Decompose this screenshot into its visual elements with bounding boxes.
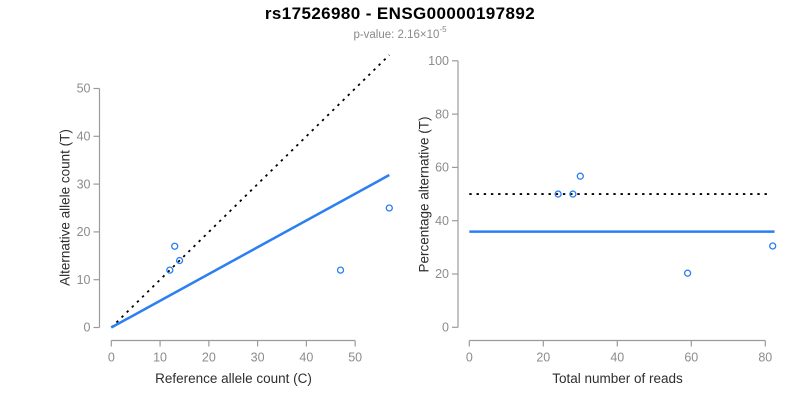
- x-tick-label: 60: [684, 351, 698, 365]
- y-tick-label: 40: [435, 214, 449, 228]
- data-point: [554, 190, 562, 198]
- right-y-axis-title: Percentage alternative (T): [416, 116, 432, 273]
- x-tick-label: 10: [153, 351, 167, 365]
- x-tick-label: 40: [610, 351, 624, 365]
- data-point: [569, 190, 577, 198]
- x-tick-label: 20: [202, 351, 216, 365]
- x-tick-label: 40: [299, 351, 313, 365]
- x-tick-label: 80: [758, 351, 772, 365]
- y-tick-label: 10: [77, 273, 91, 287]
- fit-line: [110, 173, 390, 329]
- left-x-axis-title: Reference allele count (C): [155, 371, 312, 386]
- y-tick-label: 80: [435, 107, 449, 121]
- right-x-axis-title: Total number of reads: [552, 371, 683, 386]
- chart-title: rs17526980 - ENSG00000197892: [264, 4, 536, 23]
- data-point: [769, 242, 777, 250]
- x-tick-label: 50: [348, 351, 362, 365]
- y-tick-label: 100: [428, 54, 449, 68]
- x-tick-label: 0: [108, 351, 115, 365]
- y-tick-label: 20: [77, 225, 91, 239]
- data-point: [171, 242, 179, 250]
- data-point: [683, 269, 692, 277]
- y-tick-label: 20: [435, 267, 449, 281]
- y-tick-label: 0: [442, 321, 449, 335]
- data-point: [166, 266, 174, 274]
- x-tick-label: 0: [466, 351, 473, 365]
- data-point: [175, 256, 184, 265]
- p-value-exponent: -5: [439, 25, 447, 34]
- x-tick-label: 20: [536, 351, 550, 365]
- y-tick-label: 0: [84, 321, 91, 335]
- data-point: [385, 204, 393, 212]
- p-value-subtitle: p-value: 2.16×10-5: [0, 25, 800, 41]
- y-tick-label: 50: [77, 82, 91, 96]
- x-tick-label: 30: [251, 351, 265, 365]
- data-point: [576, 172, 584, 180]
- y-tick-label: 40: [77, 130, 91, 144]
- left-y-axis-title: Alternative allele count (T): [57, 129, 73, 286]
- identity-line: [110, 54, 390, 329]
- p-value-text: p-value: 2.16×10: [353, 28, 440, 41]
- y-tick-label: 60: [435, 161, 449, 175]
- y-tick-label: 30: [77, 177, 91, 191]
- data-point: [336, 266, 345, 274]
